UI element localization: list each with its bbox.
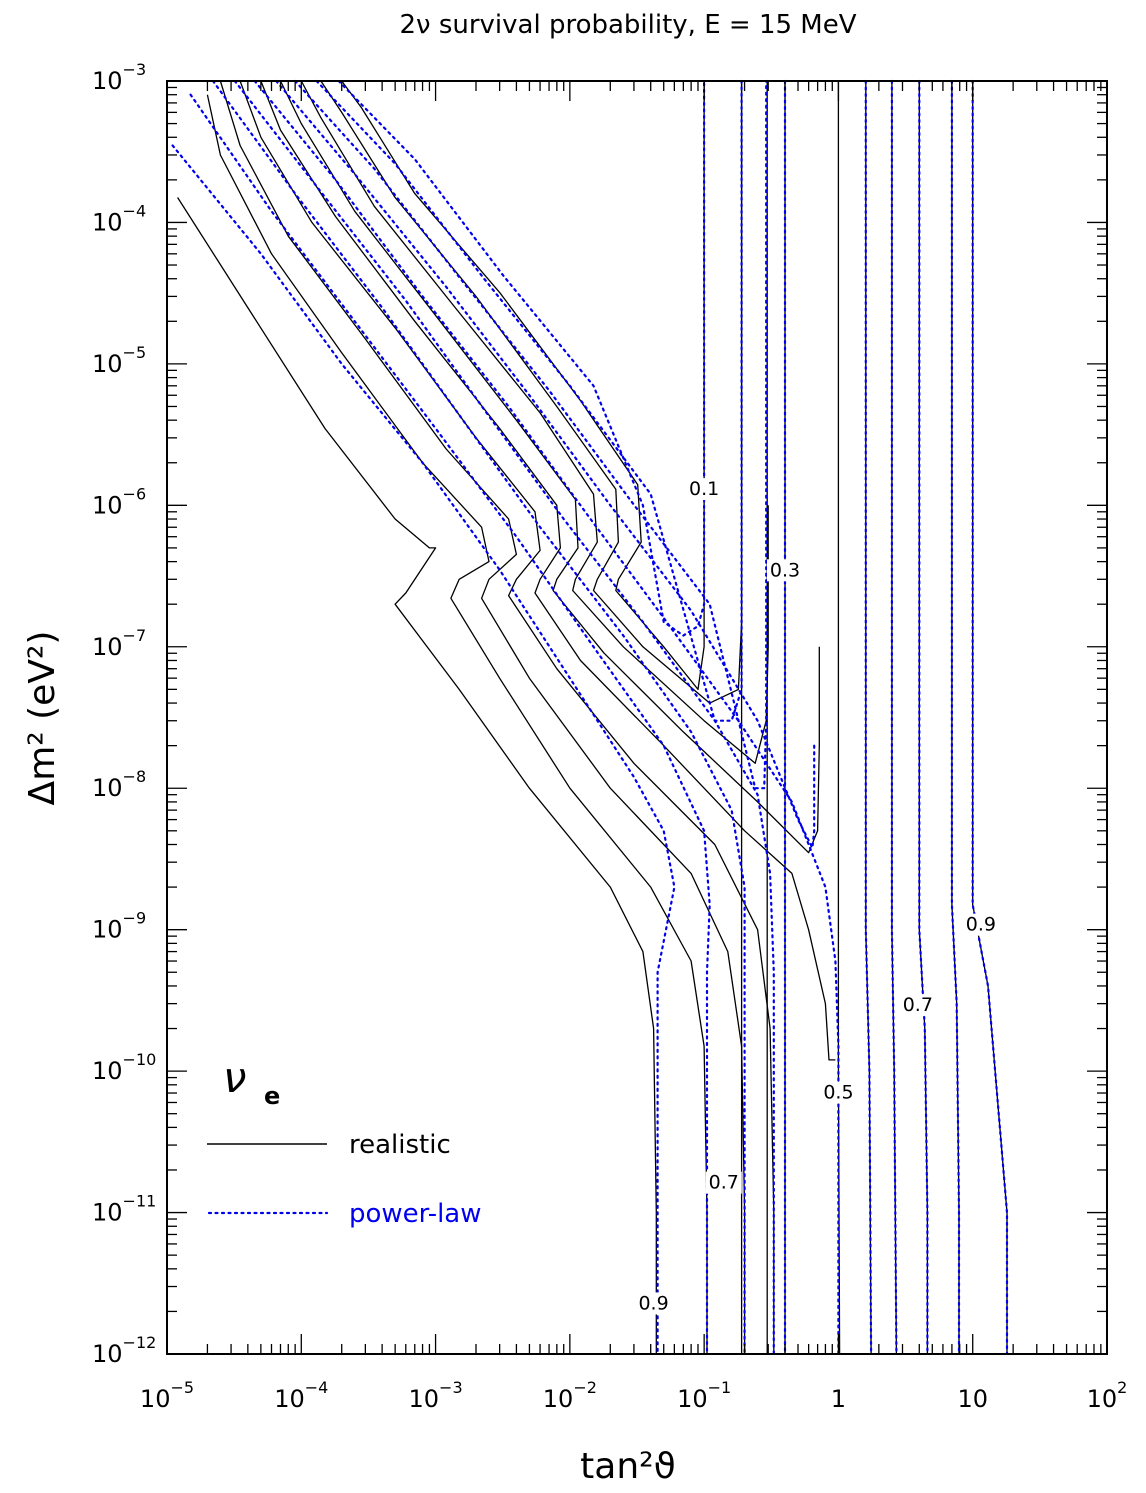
y-tick-label: 10−7	[92, 626, 146, 661]
power-law-contour-20	[211, 79, 746, 1356]
realistic-contour-8	[341, 80, 705, 691]
x-tick-label: 10	[957, 1385, 988, 1413]
power-law-contour-21	[233, 79, 775, 1356]
realistic-contour-2	[219, 80, 746, 1354]
legend-flavor-subscript: e	[264, 1082, 280, 1110]
contour-label-background	[820, 1081, 857, 1104]
realistic-contour-5	[279, 80, 820, 854]
power-law-contour-22	[253, 79, 840, 1356]
legend-label-realistic: realistic	[349, 1130, 451, 1160]
power-law-contour-26	[337, 79, 706, 637]
power-law-contour-29	[890, 79, 898, 1356]
contour-label: 0.9	[966, 914, 996, 936]
legend-flavor-symbol: ν	[223, 1053, 246, 1102]
contour-label: 0.5	[823, 1082, 853, 1104]
power-law-contour-19	[189, 93, 711, 1356]
power-law-contour-24	[294, 79, 768, 790]
y-tick-label: 10−10	[92, 1050, 156, 1085]
x-tick-label: 102	[1087, 1378, 1128, 1413]
contour-label-background	[766, 559, 803, 582]
chart-title: 2ν survival probability, E = 15 MeV	[399, 10, 856, 40]
x-tick-label: 10−5	[140, 1378, 194, 1413]
power-law-contour-25	[315, 79, 743, 722]
contour-label-background	[705, 1171, 742, 1194]
contour-label: 0.7	[903, 994, 933, 1016]
y-tick-label: 10−8	[92, 767, 146, 802]
realistic-contour-4	[260, 80, 836, 1061]
power-law-contour-18	[171, 144, 676, 1356]
series-layer	[171, 79, 1009, 1356]
y-tick-label: 10−3	[92, 60, 146, 95]
contour-label-background	[686, 478, 723, 501]
x-tick-label: 10−4	[274, 1378, 328, 1413]
realistic-contour-15	[918, 81, 929, 1354]
power-law-contour-28	[864, 79, 873, 1356]
power-law-contour-23	[275, 79, 816, 849]
legend: ν e realistic power-law	[207, 1053, 482, 1229]
y-tick-label: 10−9	[92, 909, 146, 944]
contour-label: 0.1	[689, 478, 719, 500]
plot-frame	[166, 80, 1108, 1355]
contour-label-background	[899, 994, 936, 1017]
contour-label-background	[635, 1292, 672, 1315]
x-axis-title: tan²ϑ	[580, 1446, 676, 1487]
x-tick-label: 10−1	[677, 1378, 731, 1413]
contour-label: 0.9	[638, 1292, 668, 1314]
y-axis-title: Δm² (eV²)	[22, 631, 63, 806]
contour-label: 0.3	[770, 559, 800, 581]
realistic-contour-1	[206, 94, 708, 1354]
realistic-contour-3	[239, 80, 775, 1354]
contour-label-background	[962, 913, 999, 936]
y-tick-label: 10−5	[92, 343, 146, 378]
realistic-contour-0	[177, 197, 657, 1354]
legend-label-power-law: power-law	[349, 1199, 482, 1229]
power-law-contour-30	[918, 79, 929, 1356]
realistic-contour-17	[972, 81, 1008, 1354]
contour-label: 0.7	[709, 1172, 739, 1194]
contour-label-layer: 0.1 0.3 0.5 0.7 0.9 0.7 0.9	[635, 478, 999, 1315]
realistic-contour-16	[951, 81, 960, 1354]
x-tick-label: 1	[831, 1385, 846, 1413]
power-law-contour-31	[950, 79, 961, 1356]
x-tick-label: 10−2	[543, 1378, 597, 1413]
x-tick-label: 10−3	[409, 1378, 463, 1413]
y-tick-label: 10−11	[92, 1192, 156, 1227]
power-law-contour-32	[971, 79, 1009, 1356]
y-tick-label: 10−4	[92, 201, 146, 236]
realistic-contour-6	[300, 80, 769, 764]
y-tick-label: 10−6	[92, 484, 146, 519]
realistic-contour-7	[320, 80, 743, 704]
y-tick-label: 10−12	[92, 1333, 156, 1368]
